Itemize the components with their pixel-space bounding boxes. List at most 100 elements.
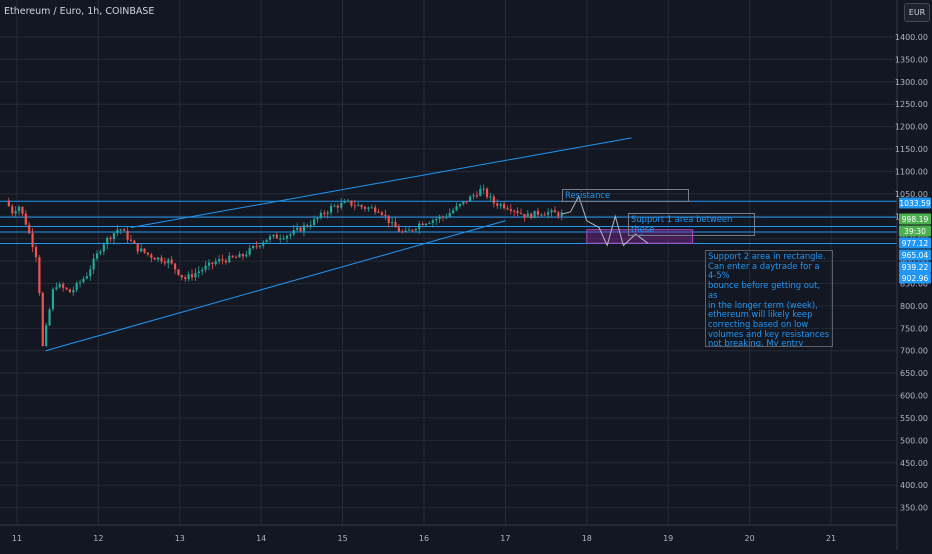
support-rectangle[interactable] [586,229,694,244]
candle-body [89,269,92,277]
candle-body [309,225,312,227]
candle-body [184,277,187,280]
candle-body [292,229,295,235]
candle-body [313,219,316,226]
candle-body [170,259,173,264]
candle-body [513,210,516,212]
candle-body [306,225,309,227]
candle-body [357,205,360,207]
price-badge-label: 977.12 [902,239,929,248]
trendline[interactable] [45,220,506,352]
price-badge-label: 902.96 [902,274,929,283]
x-tick-label: 18 [582,534,592,543]
candle-body [28,224,31,234]
candle-body [424,223,428,226]
y-tick-label: 450.00 [900,459,928,468]
candle-body [140,248,143,252]
x-tick-label: 19 [663,534,673,543]
candle-body [106,237,109,245]
y-tick-label: 750.00 [900,324,928,333]
candle-body [95,253,99,259]
y-tick-label: 650.00 [900,369,928,378]
candle-body [302,225,306,232]
candle-body [452,210,455,214]
candle-body [380,212,384,215]
candle-body [221,259,224,261]
candle-body [492,196,495,204]
candle-body [7,200,10,207]
candle-body [350,200,353,206]
candle-body [58,284,61,288]
candle-body [333,205,336,207]
trendline[interactable] [130,137,632,228]
support-2-annotation[interactable]: Support 2 area in rectangle. Can enter a… [705,250,833,347]
x-tick-label: 14 [256,534,266,543]
candle-body [296,227,299,230]
candle-body [530,213,533,218]
candle-body [143,248,146,253]
candle-body [51,289,55,310]
y-tick-label: 350.00 [900,504,928,513]
price-badges: 1033.59 998.19 39:30 977.12 965.04 939.22 902.… [899,197,931,284]
candle-body [482,188,485,190]
support-1-annotation[interactable]: Support 1 area between these 2 lines [628,213,755,236]
x-tick-label: 15 [338,534,348,543]
candle-body [346,200,350,202]
symbol-title[interactable]: Ethereum / Euro, 1h, COINBASE [4,6,155,17]
candle-body [62,284,65,288]
candle-body [411,229,414,231]
candle-body [82,278,85,283]
candle-body [374,207,377,213]
x-tick-label: 20 [745,534,755,543]
price-badge [899,249,931,261]
candle-body [550,210,553,213]
candle-body [177,269,180,275]
y-tick-label: 1300.00 [895,78,928,87]
candle-body [363,206,367,209]
candle-body [465,201,468,203]
candle-body [78,282,82,284]
candle-body [506,208,509,210]
y-tick-label: 1100.00 [895,167,928,176]
candle-body [519,213,523,215]
candle-body [48,309,51,326]
resistance-annotation[interactable]: Resistance [562,189,689,202]
candle-body [360,205,363,207]
currency-label[interactable]: EUR [904,3,930,22]
candle-body [407,229,411,231]
x-tick-label: 16 [419,534,429,543]
candle-body [499,204,502,206]
candle-body [241,254,244,257]
price-projection[interactable] [562,194,649,247]
candle-body [119,229,122,231]
trendlines[interactable] [45,137,632,352]
candle-body [211,262,214,265]
candle-body [102,244,105,252]
price-badge-label: 39:30 [904,227,926,236]
candle-body [509,209,512,211]
candle-body [370,207,373,209]
y-tick-label: 600.00 [900,392,928,401]
candle-body [553,210,557,213]
candle-body [245,254,248,257]
candle-body [438,216,441,219]
candle-body [404,230,407,232]
candle-body [502,204,506,209]
candle-body [523,213,526,218]
price-badge-label: 939.22 [902,263,929,272]
candle-body [153,257,156,260]
candle-body [526,213,529,218]
candle-body [248,248,251,255]
candle-body [224,260,228,263]
candle-body [75,282,78,291]
candle-body [316,217,319,220]
candle-body [167,259,170,264]
candle-body [180,274,183,278]
price-badge [899,261,931,273]
candle-body [92,258,95,270]
candle-body [65,287,68,290]
candle-body [485,188,489,198]
candle-body [194,273,197,278]
time-axis[interactable]: 11 12 13 14 15 16 17 18 19 20 21 [12,534,836,543]
